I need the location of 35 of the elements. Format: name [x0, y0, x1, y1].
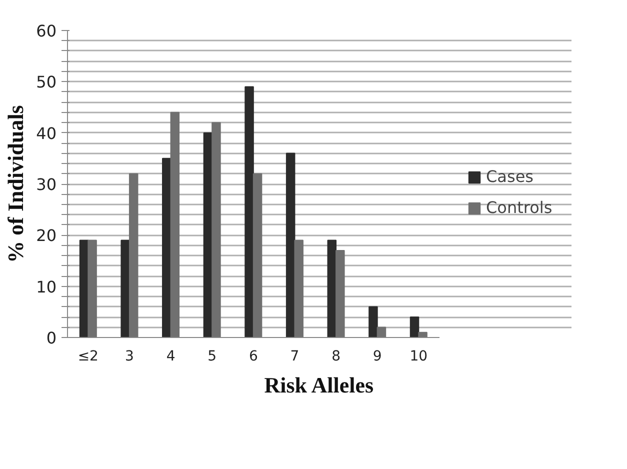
y-tick-label: 50 — [36, 72, 56, 92]
legend-label: Cases — [486, 167, 534, 186]
y-tick-label: 30 — [36, 175, 56, 194]
y-tick-label: 10 — [36, 277, 56, 296]
legend-label: Controls — [486, 198, 552, 217]
bar — [286, 152, 296, 338]
bar — [418, 332, 428, 338]
bar — [410, 316, 420, 338]
x-tick-label: ≤2 — [78, 348, 98, 364]
bar — [128, 173, 138, 338]
bar — [376, 326, 386, 338]
bar — [294, 240, 304, 338]
y-tick-label: 60 — [36, 22, 56, 40]
x-tick-label: 3 — [125, 348, 134, 364]
y-axis-title: % of Individuals — [3, 104, 28, 263]
x-tick-label: 10 — [410, 348, 428, 364]
bar — [212, 122, 221, 338]
x-axis-title: Risk Alleles — [264, 372, 374, 398]
bar — [252, 173, 262, 338]
y-tick-label: 0 — [46, 328, 57, 348]
bar — [120, 240, 130, 338]
bar — [336, 250, 345, 338]
bar — [88, 240, 97, 338]
x-tick-label: 8 — [332, 348, 340, 364]
bar — [162, 158, 172, 338]
x-tick-label: 7 — [290, 348, 300, 364]
x-tick-label: 4 — [166, 348, 176, 364]
y-tick-label: 40 — [36, 124, 56, 143]
x-tick-label: 6 — [248, 348, 258, 364]
x-tick-label: 9 — [372, 348, 382, 364]
y-tick-label: 20 — [36, 226, 56, 246]
bar — [170, 112, 180, 338]
bar — [368, 306, 378, 338]
x-tick-label: 5 — [208, 348, 217, 364]
bar — [244, 86, 254, 338]
